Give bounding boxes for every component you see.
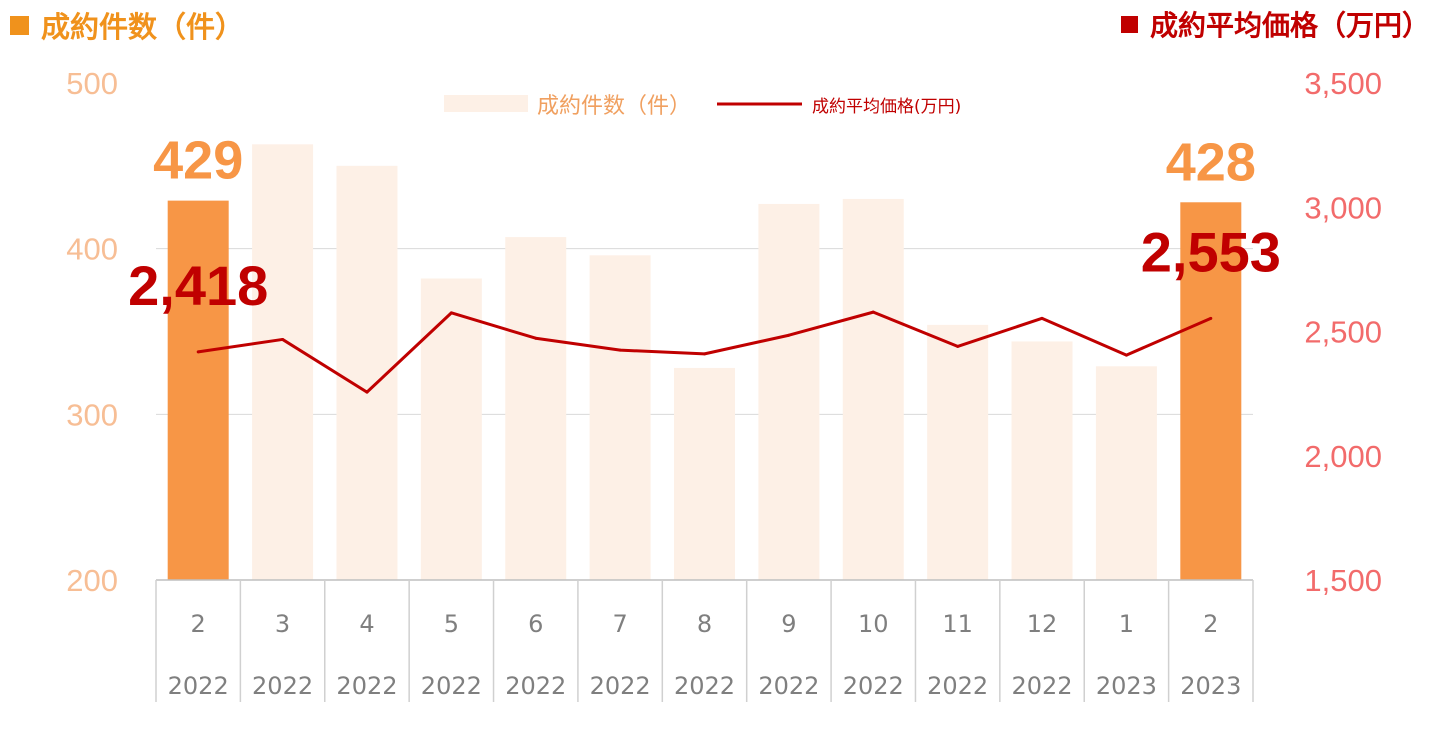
x-tick-year: 2022 bbox=[843, 672, 904, 700]
left-axis-header-text: 成約件数（件） bbox=[41, 10, 245, 44]
price-point bbox=[365, 390, 369, 394]
price-point bbox=[956, 344, 960, 348]
price-point bbox=[449, 311, 453, 315]
x-tick-year: 2022 bbox=[590, 672, 651, 700]
bar bbox=[505, 237, 567, 580]
left-axis-tick: 200 bbox=[66, 563, 118, 598]
x-tick-month: 8 bbox=[697, 610, 712, 638]
bar-value-label: 428 bbox=[1166, 132, 1256, 192]
bar bbox=[589, 255, 651, 580]
bar bbox=[674, 367, 735, 580]
x-tick-month: 6 bbox=[528, 610, 543, 638]
right-axis-tick: 2,000 bbox=[1304, 439, 1382, 474]
bar bbox=[420, 278, 482, 580]
price-point bbox=[281, 337, 285, 341]
x-tick-year: 2022 bbox=[927, 672, 988, 700]
x-tick-month: 3 bbox=[275, 610, 290, 638]
x-tick-year: 2022 bbox=[758, 672, 819, 700]
x-tick-month: 2 bbox=[191, 610, 206, 638]
x-tick-month: 1 bbox=[1119, 610, 1134, 638]
legend-bar-label: 成約件数（件） bbox=[537, 94, 691, 119]
x-tick-month: 9 bbox=[781, 610, 796, 638]
price-point bbox=[871, 310, 875, 314]
x-tick-year: 2023 bbox=[1180, 672, 1241, 700]
price-point bbox=[1209, 316, 1213, 320]
legend-line-label: 成約平均価格(万円) bbox=[812, 97, 961, 117]
x-tick-month: 4 bbox=[359, 610, 374, 638]
bar bbox=[842, 198, 904, 580]
price-point bbox=[534, 336, 538, 340]
right-axis-header-text: 成約平均価格（万円） bbox=[1149, 9, 1430, 42]
x-tick-month: 7 bbox=[612, 610, 627, 638]
bar bbox=[1180, 202, 1242, 580]
x-tick-year: 2022 bbox=[252, 672, 313, 700]
price-point bbox=[618, 348, 622, 352]
left-axis-tick: 400 bbox=[66, 232, 118, 267]
bar bbox=[1011, 341, 1073, 580]
left-axis-tick: 300 bbox=[66, 397, 118, 432]
line-value-label: 2,418 bbox=[128, 254, 268, 317]
bar bbox=[252, 144, 314, 580]
left-axis-header: 成約件数（件） bbox=[10, 4, 244, 46]
line-value-label: 2,553 bbox=[1141, 220, 1281, 283]
bar bbox=[927, 324, 989, 580]
right-axis-header: 成約平均価格（万円） bbox=[1120, 4, 1430, 44]
x-tick-month: 5 bbox=[444, 610, 459, 638]
price-point bbox=[703, 352, 706, 356]
bar bbox=[758, 203, 820, 581]
square-icon bbox=[10, 16, 29, 35]
x-tick-year: 2023 bbox=[1096, 672, 1157, 700]
right-axis-tick: 3,500 bbox=[1304, 66, 1382, 101]
square-icon bbox=[1120, 16, 1138, 33]
x-tick-year: 2022 bbox=[505, 672, 566, 700]
x-tick-year: 2022 bbox=[336, 672, 397, 700]
x-tick-year: 2022 bbox=[1011, 672, 1072, 700]
left-axis-tick: 500 bbox=[66, 66, 118, 101]
x-tick-month: 2 bbox=[1203, 610, 1218, 638]
legend-bar-swatch bbox=[444, 95, 528, 112]
x-tick-year: 2022 bbox=[421, 672, 482, 700]
right-axis-tick: 3,000 bbox=[1304, 190, 1382, 225]
x-tick-month: 12 bbox=[1027, 610, 1058, 638]
bar bbox=[1095, 366, 1157, 580]
x-tick-month: 11 bbox=[942, 610, 973, 638]
x-tick-year: 2022 bbox=[168, 672, 229, 700]
x-tick-year: 2022 bbox=[674, 672, 735, 700]
price-point bbox=[1124, 353, 1128, 357]
price-point bbox=[1040, 316, 1044, 320]
right-axis-tick: 1,500 bbox=[1304, 563, 1382, 598]
bar bbox=[167, 200, 229, 580]
x-tick-month: 10 bbox=[858, 610, 889, 638]
price-point bbox=[787, 333, 791, 337]
price-point bbox=[196, 350, 200, 354]
bar-value-label: 429 bbox=[153, 131, 243, 191]
right-axis-tick: 2,500 bbox=[1304, 315, 1382, 350]
